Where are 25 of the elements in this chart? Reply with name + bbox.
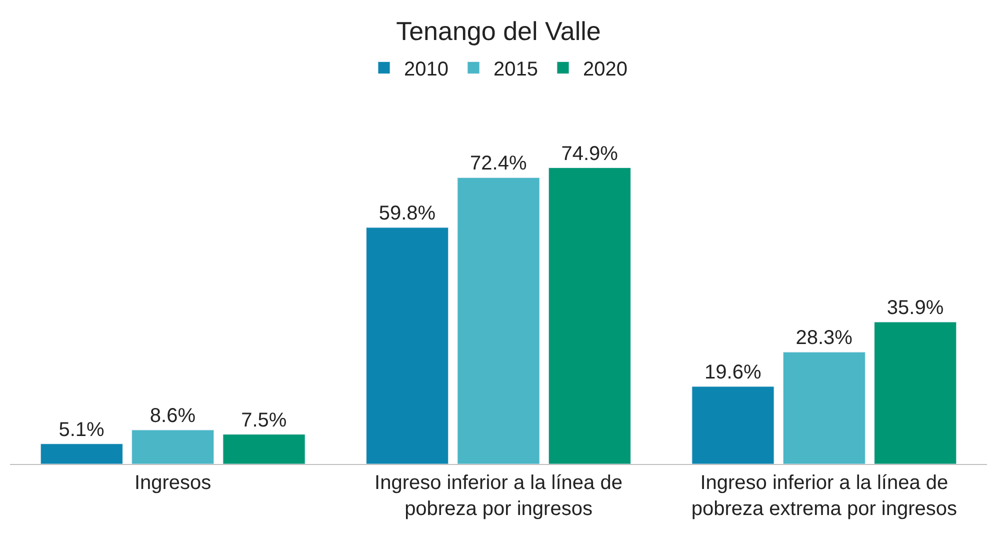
bar xyxy=(132,430,214,464)
data-label: 74.9% xyxy=(561,142,618,165)
legend-label: 2015 xyxy=(494,58,538,80)
bar xyxy=(692,386,774,464)
data-label: 35.9% xyxy=(886,297,944,320)
data-label: 19.6% xyxy=(704,361,762,384)
data-label: 7.5% xyxy=(241,409,287,432)
chart-title: Tenango del Valle xyxy=(396,16,601,46)
data-label: 59.8% xyxy=(378,202,436,224)
bar xyxy=(222,434,306,464)
bar xyxy=(782,352,866,464)
x-tick-label: Ingreso inferior a la línea de pobreza por ingresos xyxy=(374,472,622,520)
bar xyxy=(366,227,449,464)
bar xyxy=(457,177,540,464)
bar xyxy=(548,168,631,464)
x-tick-label: Ingreso inferior a la línea de pobreza extrema por ingresos xyxy=(691,472,958,520)
legend-label: 2020 xyxy=(583,58,628,80)
legend-label: 2010 xyxy=(404,58,448,80)
bar xyxy=(874,322,957,464)
data-label: 28.3% xyxy=(796,327,853,350)
x-tick-label: Ingresos xyxy=(134,472,212,494)
data-label: 8.6% xyxy=(150,404,196,427)
data-label: 5.1% xyxy=(58,418,105,441)
bar xyxy=(40,444,123,464)
data-label: 72.4% xyxy=(470,152,527,175)
